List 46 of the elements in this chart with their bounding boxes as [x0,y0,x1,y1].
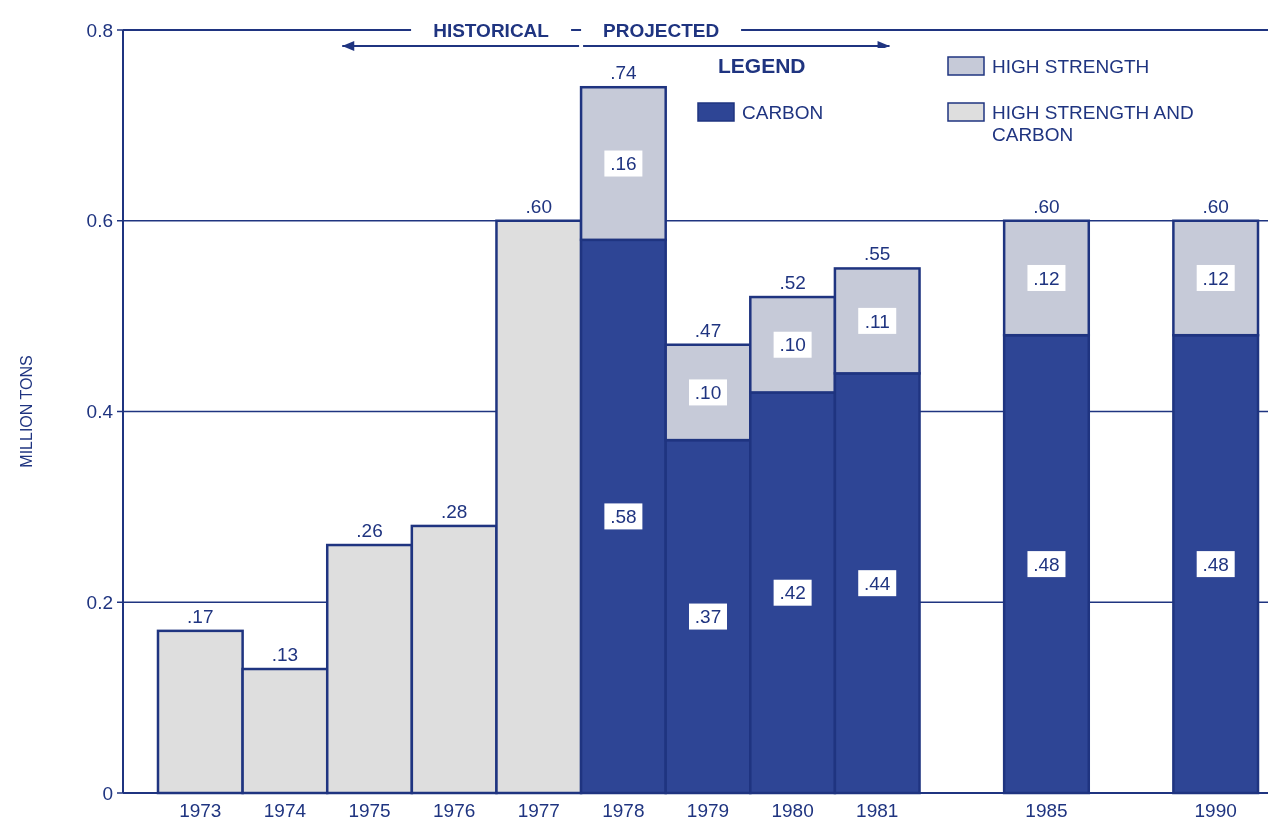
y-tick-label: 0.6 [86,210,113,232]
total-label: .47 [694,319,722,341]
x-tick-label: 1980 [771,800,814,821]
annotation: PROJECTED [603,19,720,41]
data-label: .48 [1202,553,1229,575]
data-label: .58 [610,506,637,528]
data-label: .11 [864,310,890,332]
data-label: .48 [1033,553,1060,575]
total-label: .52 [779,272,806,294]
data-label: .12 [1033,267,1060,289]
y-tick-label: 0.8 [86,19,113,41]
x-tick-label: 1981 [856,800,899,821]
y-tick-label: 0.4 [86,401,114,423]
data-label: .60 [525,195,552,217]
data-label: .10 [779,334,806,356]
legend-label: HIGH STRENGTH AND CARBON [992,101,1194,145]
data-label: .10 [694,382,722,404]
data-label: .28 [440,500,468,522]
y-axis-title: MILLION TONS [18,355,35,468]
total-label: .55 [864,243,891,265]
data-label: .26 [356,520,383,542]
total-label: .74 [610,62,638,84]
total-label: .60 [1033,195,1060,217]
x-tick-label: 1990 [1194,800,1237,821]
total-label: .60 [1202,195,1229,217]
data-label: .42 [779,582,806,604]
y-tick-label: 0.2 [86,591,113,613]
legend-label: CARBON [742,101,824,123]
data-label: .13 [271,644,299,666]
x-tick-label: 1985 [1025,800,1068,821]
data-label: .37 [694,606,722,628]
data-label: .16 [610,153,637,175]
data-label: .12 [1202,267,1229,289]
x-tick-label: 1975 [348,800,391,821]
x-tick-label: 1978 [602,800,645,821]
x-tick-label: 1973 [179,800,222,821]
annotation: HISTORICAL [433,19,550,41]
x-tick-label: 1974 [263,800,307,821]
x-tick-label: 1976 [433,800,476,821]
legend-title: LEGEND [718,54,806,78]
legend-label: HIGH STRENGTH [992,55,1150,77]
x-tick-label: 1979 [686,800,730,821]
x-tick-label: 1977 [517,800,560,821]
y-tick-label: 0 [102,782,113,804]
data-label: .44 [864,572,891,594]
data-label: .17 [187,605,214,627]
